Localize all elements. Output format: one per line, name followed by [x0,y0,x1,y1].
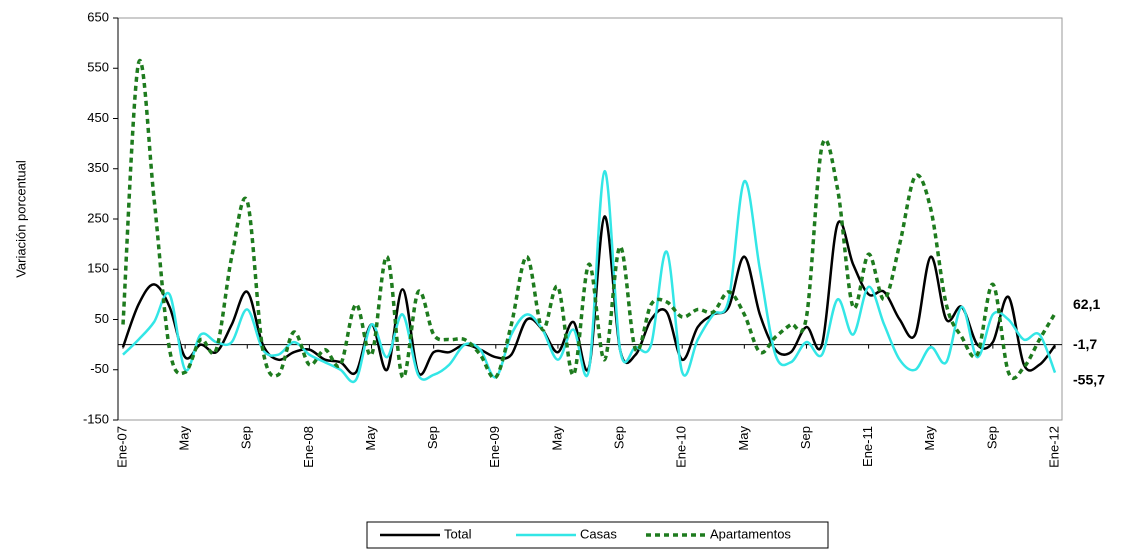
value-label: 62,1 [1073,296,1100,312]
x-tick-label: May [177,426,192,451]
y-tick-label: 650 [87,9,109,24]
x-tick-label: Ene-08 [301,426,316,468]
x-tick-label: Sep [425,426,440,449]
series-line [121,58,1057,380]
y-tick-label: 450 [87,110,109,125]
x-tick-label: Sep [612,426,627,449]
x-tick-label: Ene-11 [860,426,875,467]
value-label: -1,7 [1073,336,1097,352]
legend-label: Total [444,526,472,541]
x-tick-label: Sep [984,426,999,449]
x-tick-label: May [363,426,378,451]
legend-box [366,521,829,549]
x-tick-label: Ene-12 [1046,426,1061,468]
y-axis-label: Variación porcentual [13,160,28,278]
y-tick-label: 550 [87,60,109,75]
y-tick-label: -50 [90,361,109,376]
y-tick-label: 250 [87,210,109,225]
legend-label: Casas [580,526,617,541]
x-tick-label: Sep [798,426,813,449]
x-tick-label: Ene-07 [114,426,129,468]
y-tick-label: -150 [83,411,109,426]
y-tick-label: 50 [95,311,109,326]
x-tick-label: Sep [239,426,254,449]
value-label: -55,7 [1073,371,1105,387]
x-tick-label: Ene-09 [487,426,502,468]
x-tick-label: May [549,426,564,451]
legend-label: Apartamentos [710,526,791,541]
y-tick-label: 150 [87,261,109,276]
x-tick-label: Ene-10 [674,426,689,468]
y-tick-label: 350 [87,160,109,175]
x-tick-label: May [736,426,751,451]
x-tick-label: May [922,426,937,451]
